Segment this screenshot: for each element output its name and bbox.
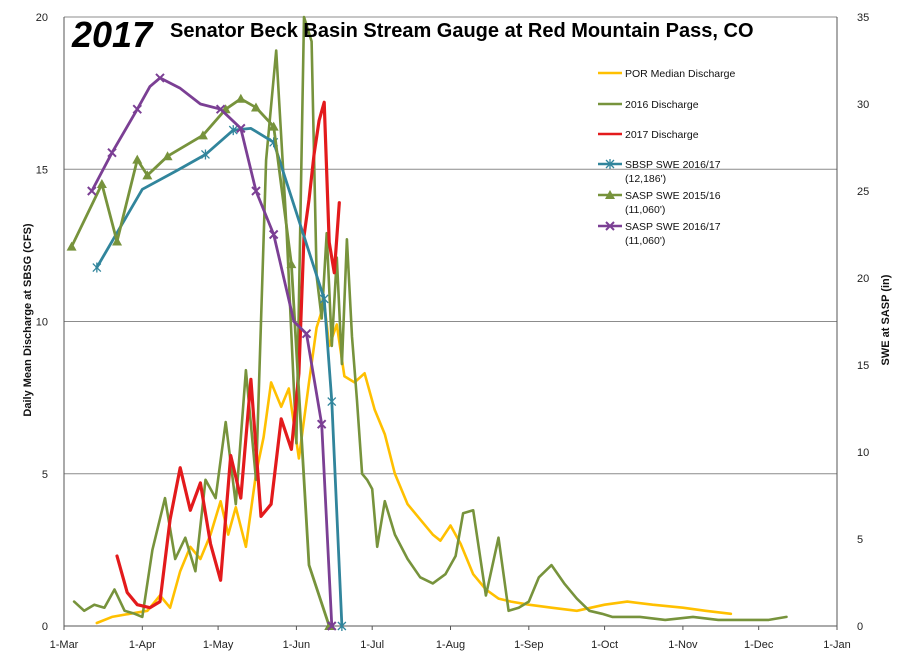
series-2 [72, 15, 788, 622]
x-tick-label: 1-Aug [436, 639, 465, 651]
legend-label: POR Median Discharge [625, 68, 735, 80]
y-axis-right-label: SWE at SASP (in) [880, 274, 892, 365]
axes [63, 17, 838, 630]
x-tick-label: 1-Nov [668, 639, 698, 651]
x-tick-label: 1-May [203, 639, 234, 651]
series-line [72, 15, 788, 622]
x-marker [107, 148, 117, 158]
x-tick-label: 1-Sep [514, 639, 543, 651]
triangle-marker [162, 151, 173, 161]
legend-label: 2017 Discharge [625, 129, 699, 141]
legend-label-line: SASP SWE 2015/16 [625, 190, 721, 202]
legend-item: 2016 Discharge [598, 99, 699, 111]
triangle-marker [235, 93, 246, 103]
triangle-marker [324, 621, 335, 630]
x-tick-label: 1-Dec [744, 639, 774, 651]
x-marker [236, 123, 246, 134]
y-left-tick-label: 15 [36, 164, 48, 176]
triangle-marker [250, 102, 261, 112]
series-layer [66, 15, 788, 631]
x-marker [87, 186, 97, 196]
asterisk-marker [319, 293, 329, 304]
series-5 [66, 93, 335, 630]
year-label: 2017 [71, 14, 154, 55]
triangle-marker [605, 190, 615, 199]
x-tick-label: 1-Jul [360, 639, 384, 651]
x-tick-label: 1-Jun [283, 639, 311, 651]
y-right-tick-label: 5 [857, 534, 863, 546]
x-marker [605, 221, 615, 231]
triangle-marker [142, 170, 153, 180]
y-right-tick-label: 0 [857, 621, 863, 633]
legend-item: SASP SWE 2016/17 (11,060') [598, 221, 721, 247]
x-marker [132, 104, 142, 114]
legend-item: POR Median Discharge [598, 68, 735, 80]
legend-label-line: 2016 Discharge [625, 99, 699, 111]
triangle-marker [112, 236, 123, 246]
asterisk-marker [327, 396, 337, 407]
x-marker [215, 104, 226, 114]
series-line [115, 100, 341, 610]
asterisk-marker [337, 621, 347, 631]
triangle-marker [286, 259, 297, 269]
asterisk-marker [228, 125, 238, 136]
tick-labels: 1-Mar 1-Apr 1-May 1-Jun 1-Jul 1-Aug 1-Sep 1-Oct… [36, 12, 870, 651]
series-line [70, 97, 331, 628]
x-tick-label: 1-Oct [591, 639, 618, 651]
legend-label: SASP SWE 2016/17 (11,060') [625, 221, 721, 247]
x-marker [251, 186, 261, 196]
x-marker [301, 328, 312, 339]
y-left-tick-label: 20 [36, 12, 48, 24]
x-marker [155, 73, 165, 83]
triangle-marker [66, 241, 77, 251]
legend-item: SASP SWE 2015/16 (11,060') [598, 190, 721, 216]
x-marker [268, 229, 279, 240]
series-3 [115, 100, 341, 610]
legend-label-line: POR Median Discharge [625, 68, 735, 80]
y-right-tick-label: 10 [857, 447, 869, 459]
asterisk-marker [92, 262, 102, 273]
legend-label-line: (12,186') [625, 173, 666, 185]
legend-item: SBSP SWE 2016/17 (12,186') [598, 159, 721, 185]
series-6 [87, 73, 337, 631]
triangle-marker [268, 121, 279, 131]
triangle-marker [96, 179, 107, 189]
triangle-marker [132, 154, 143, 164]
y-right-tick-label: 30 [857, 99, 869, 111]
y-axis-left-label: Daily Mean Discharge at SBSG (CFS) [22, 223, 34, 416]
y-right-tick-label: 20 [857, 273, 869, 285]
chart-title: Senator Beck Basin Stream Gauge at Red M… [170, 20, 754, 42]
asterisk-marker [605, 159, 615, 169]
y-right-tick-label: 25 [857, 186, 869, 198]
legend-label: SASP SWE 2015/16 (11,060') [625, 190, 721, 216]
legend-label-line: 2017 Discharge [625, 129, 699, 141]
legend-label-line: (11,060') [625, 204, 665, 216]
legend: POR Median Discharge 2016 Discharge 2017 D… [598, 68, 735, 247]
legend-label-line: SBSP SWE 2016/17 [625, 159, 721, 171]
x-marker [327, 621, 337, 631]
y-right-tick-label: 15 [857, 360, 869, 372]
triangle-marker [197, 130, 208, 140]
y-left-tick-label: 0 [42, 621, 48, 633]
legend-label-line: SASP SWE 2016/17 [625, 221, 721, 233]
x-tick-label: 1-Jan [823, 639, 851, 651]
y-left-tick-label: 5 [42, 469, 48, 481]
x-tick-label: 1-Apr [129, 639, 156, 651]
legend-label: SBSP SWE 2016/17 (12,186') [625, 159, 721, 185]
x-marker [316, 419, 327, 429]
asterisk-marker [201, 149, 210, 160]
legend-label: 2016 Discharge [625, 99, 699, 111]
legend-item: 2017 Discharge [598, 129, 699, 141]
y-right-tick-label: 35 [857, 12, 869, 24]
legend-label-line: (11,060') [625, 235, 665, 247]
x-tick-label: 1-Mar [50, 639, 79, 651]
y-left-tick-label: 10 [36, 317, 48, 329]
